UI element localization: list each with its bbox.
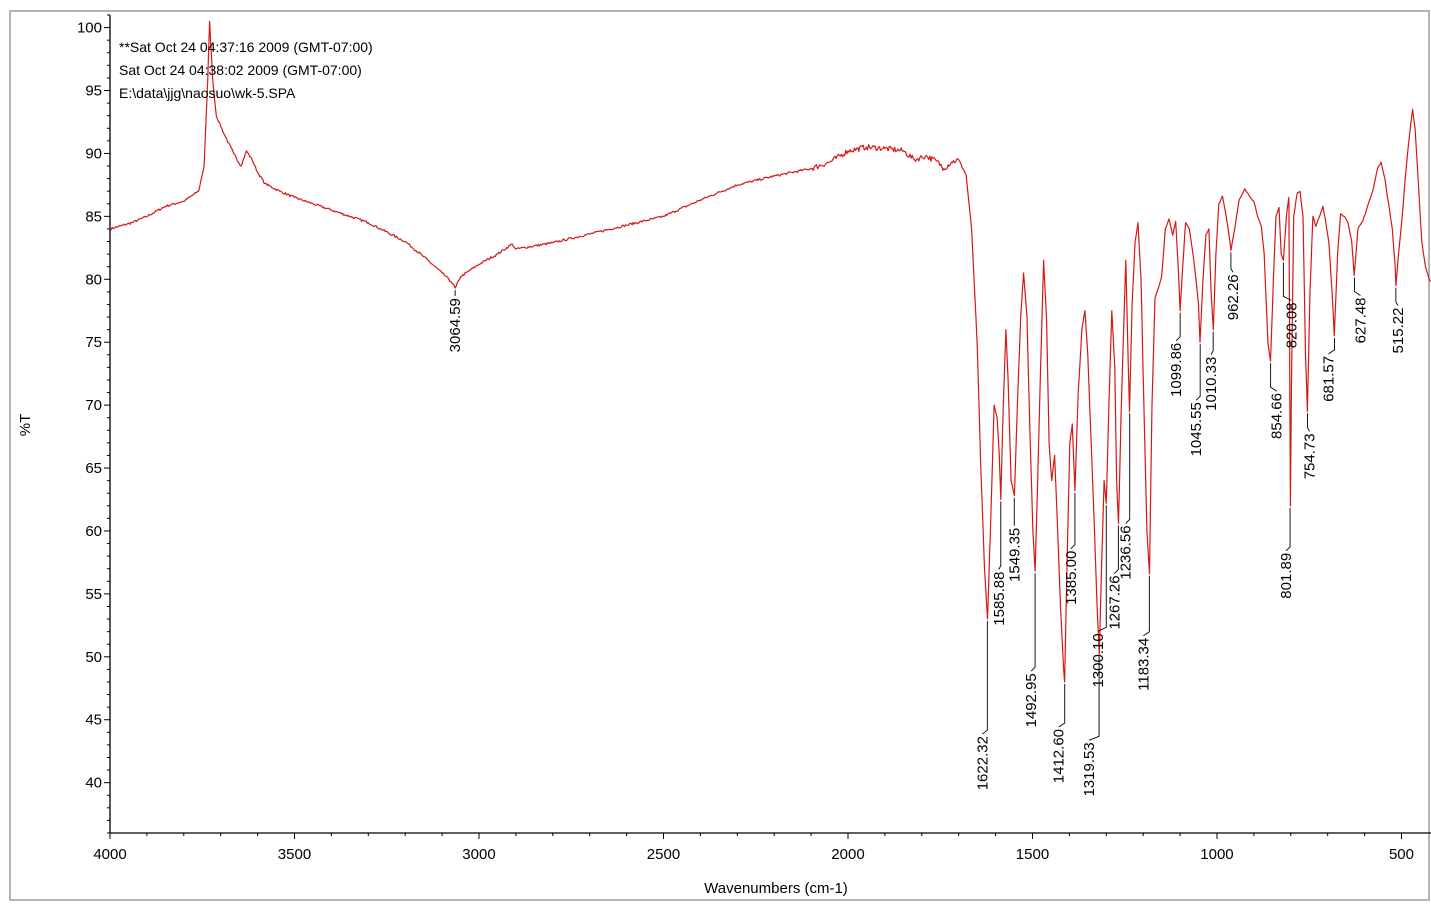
peak-label: 962.26	[1225, 274, 1242, 320]
y-tick-label: 40	[85, 775, 102, 792]
x-axis-label: Wavenumbers (cm-1)	[704, 880, 848, 897]
peak-leader-line	[1088, 656, 1100, 741]
peak-label: 1267.26	[1106, 575, 1123, 629]
peak-leader-line	[1143, 575, 1150, 637]
peak-leader-line	[1353, 277, 1361, 296]
header-line-2: Sat Oct 24 04:38:02 2009 (GMT-07:00)	[119, 62, 362, 78]
x-axis: 4000 3500 3000 2500 2000 1500 1000 500	[93, 832, 1431, 863]
x-tick-label: 1000	[1200, 846, 1233, 863]
x-tick-label: 3000	[462, 846, 495, 863]
y-tick-label: 100	[77, 20, 102, 37]
peak-leader-line	[1395, 287, 1399, 306]
y-tick-label: 85	[85, 208, 102, 225]
peak-label: 854.66	[1269, 393, 1286, 439]
peak-label: 1319.53	[1081, 742, 1098, 796]
peak-label: 1492.95	[1023, 673, 1040, 727]
x-tick-label: 1500	[1016, 846, 1049, 863]
x-tick-label: 4000	[93, 846, 126, 863]
peak-leader-line	[1070, 492, 1076, 550]
y-tick-label: 80	[85, 271, 102, 288]
peak-leader-line	[1195, 344, 1201, 401]
peak-label: 1622.32	[974, 736, 991, 790]
peak-label: 1300.10	[1090, 633, 1107, 687]
peak-leader-line	[1230, 252, 1234, 273]
y-tick-label: 95	[85, 83, 102, 100]
y-tick-label: 60	[85, 523, 102, 540]
x-tick-label: 2500	[647, 846, 680, 863]
peak-label: 1045.55	[1188, 402, 1205, 456]
peak-leader-line	[1270, 363, 1277, 392]
peak-leader-line	[1125, 413, 1131, 524]
y-tick-label: 90	[85, 145, 102, 162]
peak-leader-line	[1098, 505, 1107, 632]
y-axis: 40 45 50 55 60 65 70 75 80 85 90 95 100	[77, 14, 111, 834]
peak-label: 1236.56	[1118, 525, 1135, 579]
peak-leader-line	[1307, 413, 1310, 432]
peak-label: 1099.86	[1168, 343, 1185, 397]
y-tick-label: 65	[85, 460, 102, 477]
peak-label: 627.48	[1352, 298, 1369, 344]
peak-label: 3064.59	[447, 298, 464, 352]
header-line-1: **Sat Oct 24 04:37:16 2009 (GMT-07:00)	[119, 39, 373, 55]
x-tick-label: 500	[1389, 846, 1414, 863]
peak-label: 1412.60	[1051, 729, 1068, 783]
peak-label: 1385.00	[1063, 551, 1080, 605]
peak-leader-line	[1114, 525, 1119, 574]
peak-label: 1549.35	[1006, 528, 1023, 582]
peak-label: 1183.34	[1135, 638, 1152, 691]
peak-leader-line	[1285, 507, 1291, 552]
peak-leader-line	[1175, 312, 1181, 342]
y-tick-label: 75	[85, 334, 102, 351]
x-tick-label: 2000	[831, 846, 864, 863]
peak-leader-line	[1058, 683, 1066, 728]
peak-label: 681.57	[1320, 356, 1337, 402]
x-tick-label: 3500	[278, 846, 311, 863]
peak-label: 1010.33	[1203, 357, 1220, 411]
peak-leader-line	[1210, 331, 1214, 355]
peak-label: 515.22	[1390, 308, 1407, 354]
peak-label: 801.89	[1278, 553, 1295, 599]
peak-label: 820.08	[1283, 302, 1300, 348]
peak-leader-line	[998, 501, 1002, 570]
y-tick-label: 50	[85, 649, 102, 666]
spectrum-trace	[109, 20, 1431, 683]
peak-leader-line	[1282, 262, 1292, 301]
peak-label: 754.73	[1301, 433, 1318, 479]
y-axis-label: %T	[17, 414, 34, 437]
header-line-3: E:\data\jjg\naosuo\wk-5.SPA	[119, 85, 296, 101]
peak-leader-line	[1030, 573, 1036, 672]
peak-leader-line	[1328, 337, 1335, 355]
y-tick-label: 45	[85, 712, 102, 729]
y-tick-label: 55	[85, 586, 102, 603]
y-tick-label: 70	[85, 397, 102, 414]
peak-leader-line	[982, 621, 988, 735]
chart-frame	[9, 10, 1430, 901]
peak-label: 1585.88	[991, 572, 1008, 626]
